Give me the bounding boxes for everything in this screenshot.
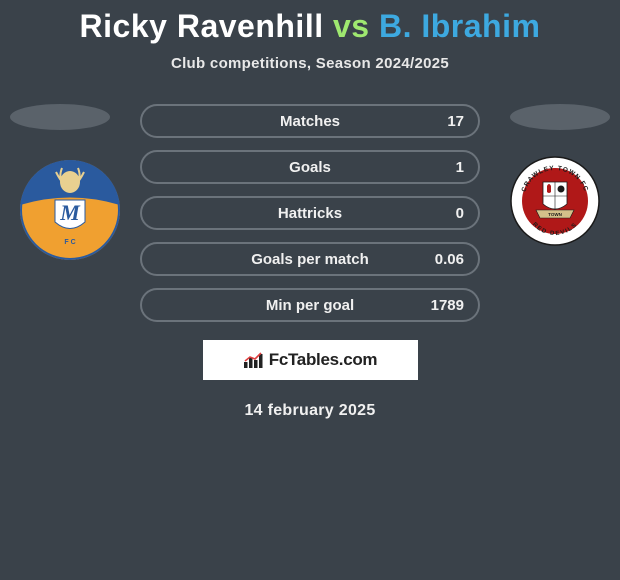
mansfield-town-badge: M F C <box>20 160 120 260</box>
left-ellipse-shadow <box>10 104 110 130</box>
stat-row-hattricks: Hattricks 0 <box>140 196 480 230</box>
stat-label: Min per goal <box>266 297 354 314</box>
svg-text:F C: F C <box>64 239 75 246</box>
right-ellipse-shadow <box>510 104 610 130</box>
player1-name: Ricky Ravenhill <box>80 8 324 44</box>
stat-value-right: 0.06 <box>435 251 464 268</box>
stat-label: Hattricks <box>278 205 342 222</box>
stat-row-goals: Goals 1 <box>140 150 480 184</box>
comparison-content: M F C CRAWLEY TOWN FC RED DEVILS <box>0 104 620 420</box>
subtitle: Club competitions, Season 2024/2025 <box>0 55 620 72</box>
stats-table: Matches 17 Goals 1 Hattricks 0 Goals per… <box>140 104 480 322</box>
player2-name: B. Ibrahim <box>379 8 540 44</box>
stat-label: Goals per match <box>251 251 369 268</box>
stat-row-matches: Matches 17 <box>140 104 480 138</box>
stat-row-min-per-goal: Min per goal 1789 <box>140 288 480 322</box>
stat-value-right: 1 <box>456 159 464 176</box>
stat-row-goals-per-match: Goals per match 0.06 <box>140 242 480 276</box>
vs-text: vs <box>333 8 370 44</box>
bars-icon <box>243 351 265 369</box>
stat-value-right: 17 <box>447 113 464 130</box>
fctables-label: FcTables.com <box>269 350 378 370</box>
date-text: 14 february 2025 <box>0 402 620 420</box>
svg-text:TOWN: TOWN <box>548 212 562 217</box>
stat-value-right: 0 <box>456 205 464 222</box>
stat-label: Goals <box>289 159 331 176</box>
crawley-town-badge: CRAWLEY TOWN FC RED DEVILS TOWN <box>510 156 600 246</box>
svg-text:M: M <box>59 200 81 225</box>
stat-label: Matches <box>280 113 340 130</box>
stat-value-right: 1789 <box>431 297 464 314</box>
page-title: Ricky Ravenhill vs B. Ibrahim <box>0 0 620 45</box>
fctables-watermark: FcTables.com <box>203 340 418 380</box>
